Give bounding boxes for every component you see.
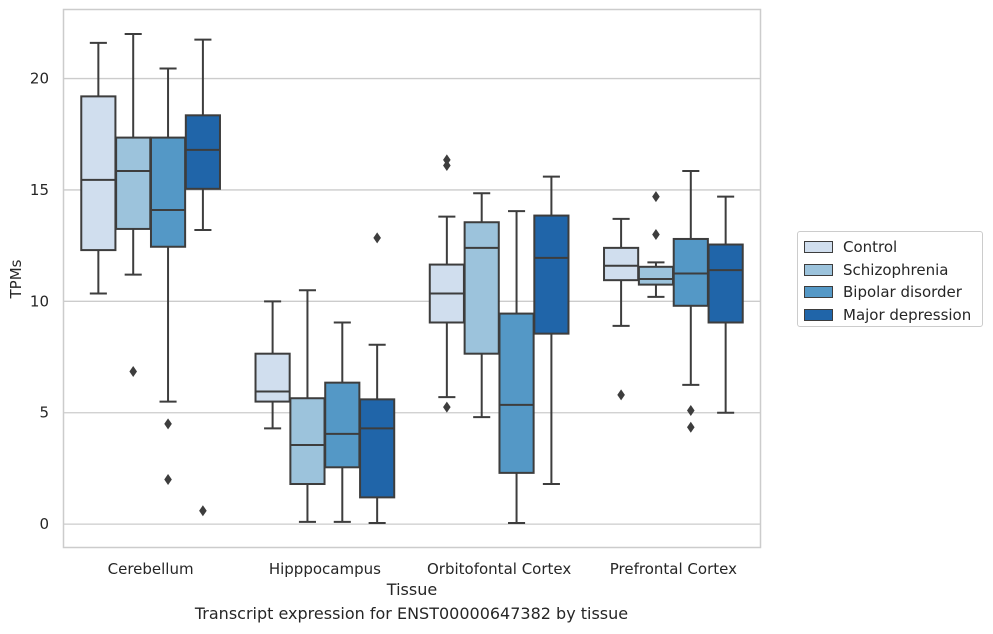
box-cerebellum-schizophrenia	[115, 33, 152, 378]
legend-label-control: Control	[843, 238, 898, 257]
legend-swatch-major-depression	[804, 308, 833, 321]
box-hipppocampus-major-depression	[359, 232, 396, 524]
box-cerebellum-major-depression	[184, 38, 221, 517]
legend-swatch-control	[804, 241, 833, 254]
outlier-orbitofontal-cortex-control-0	[443, 401, 451, 413]
iqr-box-hipppocampus-major-depression	[359, 398, 396, 499]
box-prefrontal-cortex-control	[603, 217, 640, 401]
iqr-box-hipppocampus-bipolar-disorder	[324, 381, 361, 469]
iqr-box-orbitofontal-cortex-schizophrenia	[463, 221, 500, 355]
outlier-orbitofontal-cortex-control-1	[443, 159, 451, 171]
legend-swatch-schizophrenia	[804, 263, 833, 276]
box-prefrontal-cortex-major-depression	[707, 195, 744, 414]
y-tick-label-5: 5	[39, 404, 49, 422]
outlier-cerebellum-bipolar-disorder-1	[164, 474, 172, 486]
box-hipppocampus-control	[254, 300, 291, 430]
box-hipppocampus-schizophrenia	[289, 289, 326, 523]
outlier-prefrontal-cortex-control-0	[617, 389, 625, 401]
y-tick-labels: 0 5 10 15 20	[30, 70, 49, 534]
outlier-prefrontal-cortex-bipolar-disorder-0	[687, 404, 695, 416]
box-orbitofontal-cortex-bipolar-disorder	[498, 210, 535, 524]
box-prefrontal-cortex-bipolar-disorder	[672, 170, 709, 433]
legend-label-bipolar-disorder: Bipolar disorder	[843, 283, 962, 302]
boxes	[80, 33, 744, 524]
legend-label-major-depression: Major depression	[843, 305, 972, 324]
y-tick-label-15: 15	[30, 181, 49, 199]
iqr-box-orbitofontal-cortex-major-depression	[533, 214, 570, 335]
iqr-box-cerebellum-major-depression	[184, 114, 221, 190]
legend: Control Schizophrenia Bipolar disorder M…	[797, 231, 983, 327]
x-tick-labels: Cerebellum Hipppocampus Orbitofontal Corte…	[108, 560, 737, 578]
y-axis-label: TPMs	[7, 259, 25, 299]
box-hipppocampus-bipolar-disorder	[324, 321, 361, 523]
iqr-box-prefrontal-cortex-control	[603, 246, 640, 282]
legend-item-schizophrenia: Schizophrenia	[804, 259, 974, 282]
iqr-box-prefrontal-cortex-schizophrenia	[637, 265, 675, 286]
iqr-box-cerebellum-schizophrenia	[115, 136, 152, 230]
outlier-prefrontal-cortex-schizophrenia-1	[652, 191, 660, 203]
outlier-cerebellum-schizophrenia-0	[129, 366, 137, 378]
x-tick-label-orbitofontal-cortex: Orbitofontal Cortex	[427, 560, 571, 578]
iqr-box-orbitofontal-cortex-bipolar-disorder	[498, 312, 535, 474]
outlier-prefrontal-cortex-bipolar-disorder-1	[687, 421, 695, 433]
outlier-orbitofontal-cortex-control-2	[443, 154, 451, 166]
y-tick-label-20: 20	[30, 70, 49, 88]
iqr-box-cerebellum-control	[80, 95, 117, 252]
x-tick-label-hipppocampus: Hipppocampus	[269, 560, 381, 578]
outlier-prefrontal-cortex-schizophrenia-0	[652, 229, 660, 241]
legend-item-control: Control	[804, 236, 974, 259]
box-cerebellum-bipolar-disorder	[149, 67, 187, 486]
legend-label-schizophrenia: Schizophrenia	[843, 260, 949, 279]
x-tick-label-cerebellum: Cerebellum	[108, 560, 194, 578]
outlier-cerebellum-bipolar-disorder-0	[164, 418, 172, 430]
box-orbitofontal-cortex-schizophrenia	[463, 192, 500, 419]
y-tick-label-10: 10	[30, 292, 49, 310]
iqr-box-prefrontal-cortex-major-depression	[707, 243, 744, 324]
x-axis-label: Tissue	[386, 580, 437, 599]
legend-swatch-bipolar-disorder	[804, 286, 833, 299]
iqr-box-cerebellum-bipolar-disorder	[149, 136, 187, 248]
plot-area-frame	[62, 8, 762, 549]
box-cerebellum-control	[80, 41, 117, 295]
chart-caption: Transcript expression for ENST0000064738…	[194, 604, 629, 623]
x-tick-label-prefrontal-cortex: Prefrontal Cortex	[610, 560, 737, 578]
outlier-hipppocampus-major-depression-0	[373, 232, 381, 244]
iqr-box-hipppocampus-control	[254, 352, 291, 403]
box-orbitofontal-cortex-control	[428, 154, 465, 413]
legend-item-major-depression: Major depression	[804, 304, 974, 327]
box-orbitofontal-cortex-major-depression	[533, 175, 570, 486]
iqr-box-prefrontal-cortex-bipolar-disorder	[672, 237, 709, 307]
outlier-cerebellum-major-depression-0	[199, 505, 207, 517]
y-tick-label-0: 0	[39, 515, 49, 533]
iqr-box-hipppocampus-schizophrenia	[289, 397, 326, 486]
box-prefrontal-cortex-schizophrenia	[637, 191, 675, 298]
legend-item-bipolar-disorder: Bipolar disorder	[804, 281, 974, 304]
